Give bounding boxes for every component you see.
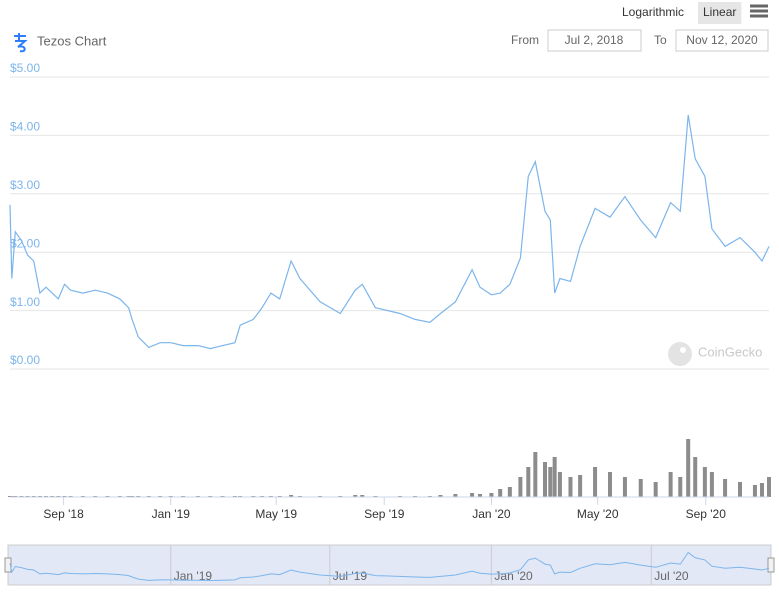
- volume-bar: [723, 479, 728, 497]
- volume-bar: [453, 494, 458, 497]
- from-input[interactable]: [547, 29, 642, 52]
- volume-bar: [289, 495, 294, 497]
- volume-bar: [738, 482, 743, 497]
- volume-bar: [438, 495, 443, 497]
- volume-bar: [759, 483, 764, 497]
- x-tick-label: May '20: [577, 507, 619, 521]
- x-tick-label: Sep '19: [364, 507, 405, 521]
- tezos-logo: [14, 33, 28, 53]
- y-tick-label: $3.00: [10, 178, 40, 192]
- volume-bar: [709, 472, 714, 497]
- volume-bar: [767, 477, 771, 497]
- x-tick-label: Sep '20: [686, 507, 727, 521]
- y-tick-label: $2.00: [10, 236, 40, 250]
- volume-bar: [593, 467, 598, 497]
- volume-bar: [557, 472, 562, 497]
- volume-bar: [668, 472, 673, 497]
- volume-bar: [489, 493, 494, 497]
- x-tick-label: Jan '20: [472, 507, 511, 521]
- volume-bar: [507, 487, 512, 497]
- volume-bar: [607, 472, 612, 497]
- volume-bar: [752, 485, 757, 497]
- volume-bar: [353, 495, 358, 497]
- to-date: Nov 12, 2020: [686, 33, 758, 47]
- volume-bar: [542, 462, 547, 497]
- x-tick-label: Sep '18: [43, 507, 84, 521]
- volume-bar: [548, 467, 553, 497]
- volume-bar: [578, 475, 583, 497]
- x-tick-label: May '19: [255, 507, 297, 521]
- volume-bar: [518, 477, 523, 497]
- navigator-handle[interactable]: [4, 557, 12, 573]
- volume-bar: [638, 479, 643, 497]
- selected-scale-bg: [698, 2, 742, 24]
- watermark: CoinGecko: [698, 344, 762, 359]
- volume-bar: [477, 494, 482, 497]
- volume-bar: [653, 482, 658, 497]
- y-tick-label: $4.00: [10, 120, 40, 134]
- chart-title: Tezos Chart: [37, 33, 107, 48]
- volume-bar: [360, 495, 365, 497]
- navigator-tick-label: Jan '20: [494, 569, 533, 583]
- volume-bar: [470, 493, 475, 497]
- volume-bar: [622, 477, 627, 497]
- volume-bar: [686, 439, 691, 497]
- volume-bar: [526, 467, 531, 497]
- volume-bar: [702, 467, 707, 497]
- from-label: From: [511, 33, 539, 47]
- y-tick-label: $5.00: [10, 61, 40, 75]
- navigator-tick-label: Jan '19: [174, 569, 213, 583]
- from-date: Jul 2, 2018: [565, 33, 624, 47]
- x-tick-label: Jan '19: [152, 507, 191, 521]
- menu-button[interactable]: [750, 4, 768, 18]
- navigator-tick-label: Jul '20: [654, 569, 689, 583]
- to-label: To: [654, 33, 667, 47]
- scale-option[interactable]: Linear: [703, 5, 736, 19]
- price-line: [9, 114, 770, 350]
- volume-bar: [693, 457, 698, 497]
- navigator-line: [9, 551, 770, 582]
- to-input[interactable]: [675, 29, 769, 52]
- volume-bar: [678, 477, 683, 497]
- navigator-tick-label: Jul '19: [333, 569, 368, 583]
- navigator-handle[interactable]: [767, 557, 775, 573]
- watermark-logo: [668, 342, 692, 366]
- volume-bar: [498, 489, 503, 497]
- volume-bar: [552, 457, 557, 497]
- y-tick-label: $0.00: [10, 353, 40, 367]
- y-tick-label: $1.00: [10, 295, 40, 309]
- volume-bar: [568, 477, 573, 497]
- volume-bar: [533, 452, 538, 497]
- scale-option[interactable]: Logarithmic: [622, 5, 684, 19]
